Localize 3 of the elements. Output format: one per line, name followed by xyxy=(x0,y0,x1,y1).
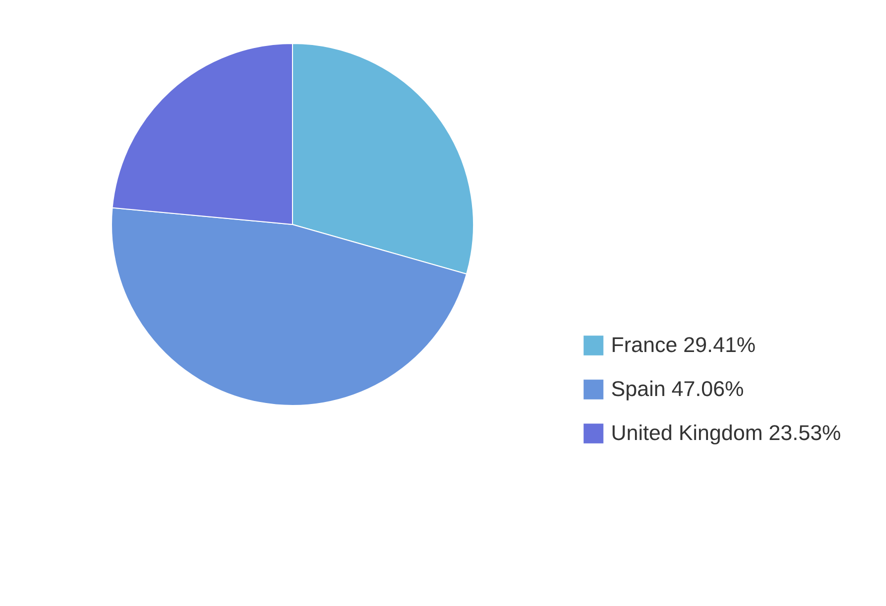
legend-label: France 29.41% xyxy=(611,332,756,358)
legend-label: Spain 47.06% xyxy=(611,376,744,402)
legend-label: United Kingdom 23.53% xyxy=(611,420,842,446)
